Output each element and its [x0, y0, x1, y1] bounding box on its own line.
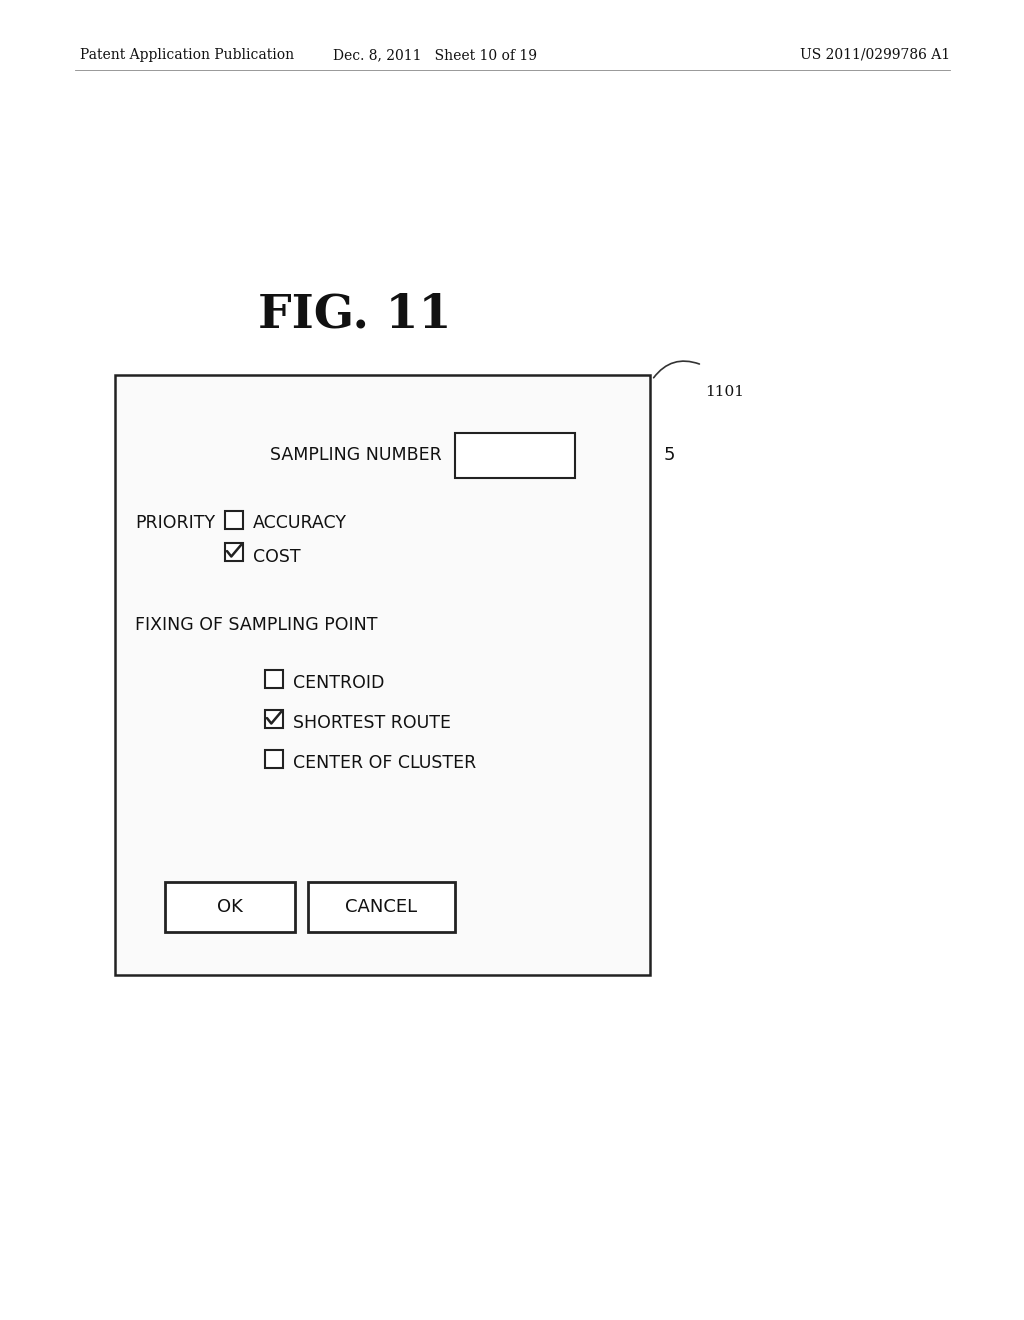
Bar: [265, 750, 283, 768]
Text: 5: 5: [664, 446, 675, 465]
Text: FIG. 11: FIG. 11: [258, 292, 452, 338]
Text: 1101: 1101: [705, 385, 744, 399]
Bar: [115, 375, 650, 975]
Text: COST: COST: [253, 548, 301, 566]
Text: CENTER OF CLUSTER: CENTER OF CLUSTER: [293, 754, 476, 772]
Bar: [455, 433, 575, 478]
Text: Dec. 8, 2011   Sheet 10 of 19: Dec. 8, 2011 Sheet 10 of 19: [333, 48, 537, 62]
Text: OK: OK: [217, 898, 243, 916]
Text: ACCURACY: ACCURACY: [253, 513, 347, 532]
Text: SHORTEST ROUTE: SHORTEST ROUTE: [293, 714, 451, 733]
Text: CENTROID: CENTROID: [293, 675, 384, 692]
Text: CANCEL: CANCEL: [345, 898, 418, 916]
Text: US 2011/0299786 A1: US 2011/0299786 A1: [800, 48, 950, 62]
Bar: [225, 543, 243, 561]
Bar: [165, 882, 295, 932]
Bar: [265, 710, 283, 729]
Bar: [225, 511, 243, 529]
Bar: [308, 882, 455, 932]
Bar: [265, 671, 283, 688]
Text: SAMPLING NUMBER: SAMPLING NUMBER: [270, 446, 441, 465]
Text: Patent Application Publication: Patent Application Publication: [80, 48, 294, 62]
Text: PRIORITY: PRIORITY: [135, 513, 215, 532]
Text: FIXING OF SAMPLING POINT: FIXING OF SAMPLING POINT: [135, 616, 378, 634]
